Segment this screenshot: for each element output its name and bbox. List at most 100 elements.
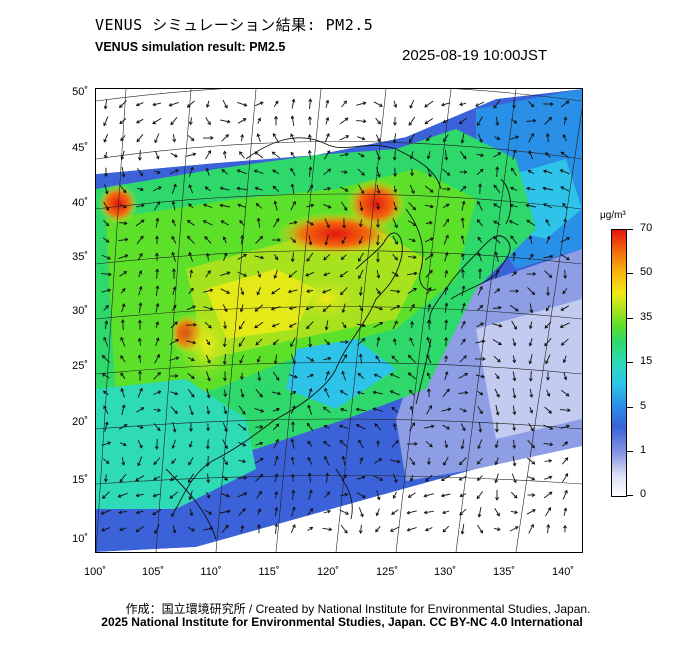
- wind-arrow-head: [545, 307, 550, 312]
- wind-arrow: [526, 219, 536, 227]
- colorbar-tick: [627, 407, 633, 408]
- wind-arrow-head: [242, 442, 247, 447]
- wind-arrow-head: [120, 137, 124, 142]
- wind-arrow-head: [394, 320, 398, 325]
- wind-arrow: [290, 152, 296, 158]
- wind-arrow: [323, 357, 331, 361]
- wind-arrow-head: [120, 336, 124, 341]
- wind-arrow: [272, 169, 280, 175]
- wind-arrow: [392, 253, 398, 261]
- wind-arrow-head: [373, 373, 378, 378]
- wind-arrow-head: [458, 461, 463, 466]
- wind-arrow: [255, 474, 263, 482]
- wind-arrow-head: [328, 527, 333, 532]
- wind-arrow-head: [510, 235, 514, 240]
- wind-arrow-head: [542, 186, 547, 191]
- wind-arrow: [375, 134, 381, 142]
- wind-arrow-head: [209, 306, 214, 311]
- wind-arrow-head: [323, 256, 327, 261]
- wind-arrow: [492, 323, 502, 327]
- wind-arrow-head: [423, 510, 428, 515]
- wind-arrow: [170, 152, 178, 158]
- wind-arrow-head: [206, 427, 210, 432]
- wind-arrow: [408, 238, 416, 242]
- wind-arrow-head: [223, 377, 227, 382]
- wind-arrow: [273, 339, 279, 345]
- wind-arrow: [290, 405, 296, 415]
- wind-arrow: [494, 288, 500, 294]
- wind-arrow-head: [139, 425, 144, 430]
- wind-arrow-head: [560, 307, 565, 311]
- wind-arrow: [155, 286, 159, 296]
- wind-arrow: [563, 372, 567, 380]
- wind-arrow: [393, 185, 397, 193]
- wind-arrow-head: [531, 476, 536, 481]
- wind-arrow: [495, 440, 499, 448]
- wind-arrow: [560, 186, 570, 192]
- wind-arrow-head: [138, 370, 142, 375]
- wind-arrow: [543, 255, 553, 259]
- wind-arrow-head: [359, 457, 364, 461]
- wind-arrow-head: [444, 251, 449, 256]
- wind-arrow-head: [291, 421, 295, 425]
- wind-arrow: [407, 288, 417, 294]
- wind-arrow-head: [292, 524, 296, 528]
- wind-arrow-head: [120, 355, 124, 359]
- wind-arrow: [376, 270, 380, 278]
- wind-arrow: [239, 354, 245, 364]
- wind-arrow: [308, 473, 312, 483]
- wind-arrow-head: [272, 132, 277, 137]
- wind-arrow: [118, 510, 128, 514]
- wind-arrow-head: [461, 285, 466, 290]
- wind-arrow: [427, 372, 431, 380]
- wind-arrow: [560, 305, 570, 311]
- wind-arrow-head: [479, 285, 483, 290]
- wind-arrow-head: [361, 136, 366, 141]
- wind-arrow: [155, 321, 159, 329]
- wind-arrow-head: [394, 224, 398, 229]
- wind-arrow: [292, 252, 294, 262]
- wind-arrow: [154, 151, 160, 159]
- wind-arrow-head: [464, 390, 469, 395]
- wind-arrow-head: [391, 406, 396, 411]
- wind-arrow-head: [259, 393, 263, 398]
- wind-arrow-head: [477, 236, 482, 241]
- wind-arrow: [560, 151, 570, 159]
- wind-arrow-head: [226, 509, 231, 514]
- wind-arrow-head: [376, 173, 381, 178]
- wind-arrow: [477, 406, 483, 414]
- wind-arrow: [119, 527, 127, 531]
- wind-arrow: [441, 102, 451, 106]
- wind-arrow-head: [529, 394, 534, 398]
- wind-arrow-head: [193, 323, 197, 327]
- wind-arrow-head: [498, 305, 502, 310]
- wind-arrow-head: [209, 526, 214, 531]
- wind-arrow: [425, 222, 433, 224]
- wind-arrow: [241, 235, 243, 245]
- wind-arrow-head: [121, 288, 126, 292]
- wind-arrow-head: [396, 459, 401, 464]
- wind-arrow-head: [356, 390, 361, 395]
- wind-arrow-head: [548, 458, 553, 463]
- wind-arrow: [172, 422, 176, 432]
- wind-arrow: [356, 408, 366, 412]
- wind-arrow: [373, 391, 383, 395]
- wind-arrow-head: [461, 200, 466, 205]
- wind-arrow-head: [546, 292, 550, 297]
- wind-arrow: [359, 236, 363, 244]
- wind-arrow-head: [512, 105, 516, 109]
- wind-arrow: [462, 253, 464, 261]
- wind-arrow: [339, 425, 349, 429]
- wind-arrow-head: [360, 513, 364, 518]
- wind-arrow: [290, 237, 296, 243]
- colorbar-tick: [627, 318, 633, 319]
- wind-arrow-head: [445, 203, 450, 208]
- wind-arrow: [324, 133, 330, 143]
- wind-arrow: [291, 116, 295, 126]
- wind-arrow-head: [476, 461, 481, 465]
- wind-arrow-head: [208, 511, 213, 515]
- wind-arrow: [377, 202, 379, 210]
- wind-arrow: [339, 135, 349, 141]
- wind-arrow-head: [121, 303, 126, 307]
- wind-arrow-head: [376, 224, 380, 228]
